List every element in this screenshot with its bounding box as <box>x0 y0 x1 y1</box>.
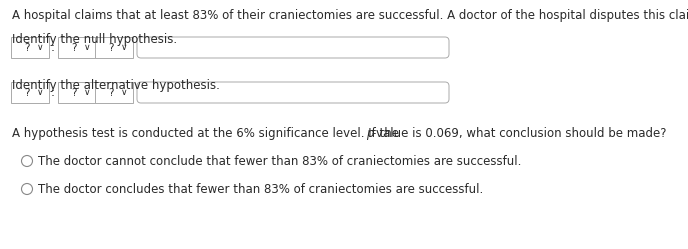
Text: Identify the alternative hypothesis.: Identify the alternative hypothesis. <box>12 79 220 92</box>
Text: ∨: ∨ <box>84 43 90 52</box>
FancyBboxPatch shape <box>11 82 49 103</box>
Text: Identify the null hypothesis.: Identify the null hypothesis. <box>12 33 177 46</box>
Text: -value is 0.069, what conclusion should be made?: -value is 0.069, what conclusion should … <box>372 127 667 140</box>
FancyBboxPatch shape <box>11 37 49 58</box>
Text: ∨: ∨ <box>84 88 90 97</box>
Text: ?: ? <box>72 87 77 98</box>
FancyBboxPatch shape <box>58 82 96 103</box>
Text: ?: ? <box>72 43 77 53</box>
Text: ?: ? <box>24 43 30 53</box>
Circle shape <box>21 155 32 167</box>
Text: The doctor concludes that fewer than 83% of craniectomies are successful.: The doctor concludes that fewer than 83%… <box>39 183 484 195</box>
Text: ?: ? <box>109 87 114 98</box>
Text: ?: ? <box>24 87 30 98</box>
Text: ?: ? <box>109 43 114 53</box>
Text: A hospital claims that at least 83% of their craniectomies are successful. A doc: A hospital claims that at least 83% of t… <box>12 9 688 22</box>
FancyBboxPatch shape <box>95 82 133 103</box>
Text: :: : <box>51 41 55 54</box>
Circle shape <box>21 184 32 194</box>
Text: ∨: ∨ <box>36 88 43 97</box>
Text: The doctor cannot conclude that fewer than 83% of craniectomies are successful.: The doctor cannot conclude that fewer th… <box>39 154 522 168</box>
Text: A hypothesis test is conducted at the 6% significance level. If the: A hypothesis test is conducted at the 6%… <box>12 127 402 140</box>
FancyBboxPatch shape <box>58 37 96 58</box>
Text: ∨: ∨ <box>121 88 127 97</box>
FancyBboxPatch shape <box>137 82 449 103</box>
Text: :: : <box>51 86 55 99</box>
Text: ∨: ∨ <box>36 43 43 52</box>
Text: p: p <box>366 127 374 140</box>
FancyBboxPatch shape <box>137 37 449 58</box>
Text: ∨: ∨ <box>121 43 127 52</box>
FancyBboxPatch shape <box>95 37 133 58</box>
